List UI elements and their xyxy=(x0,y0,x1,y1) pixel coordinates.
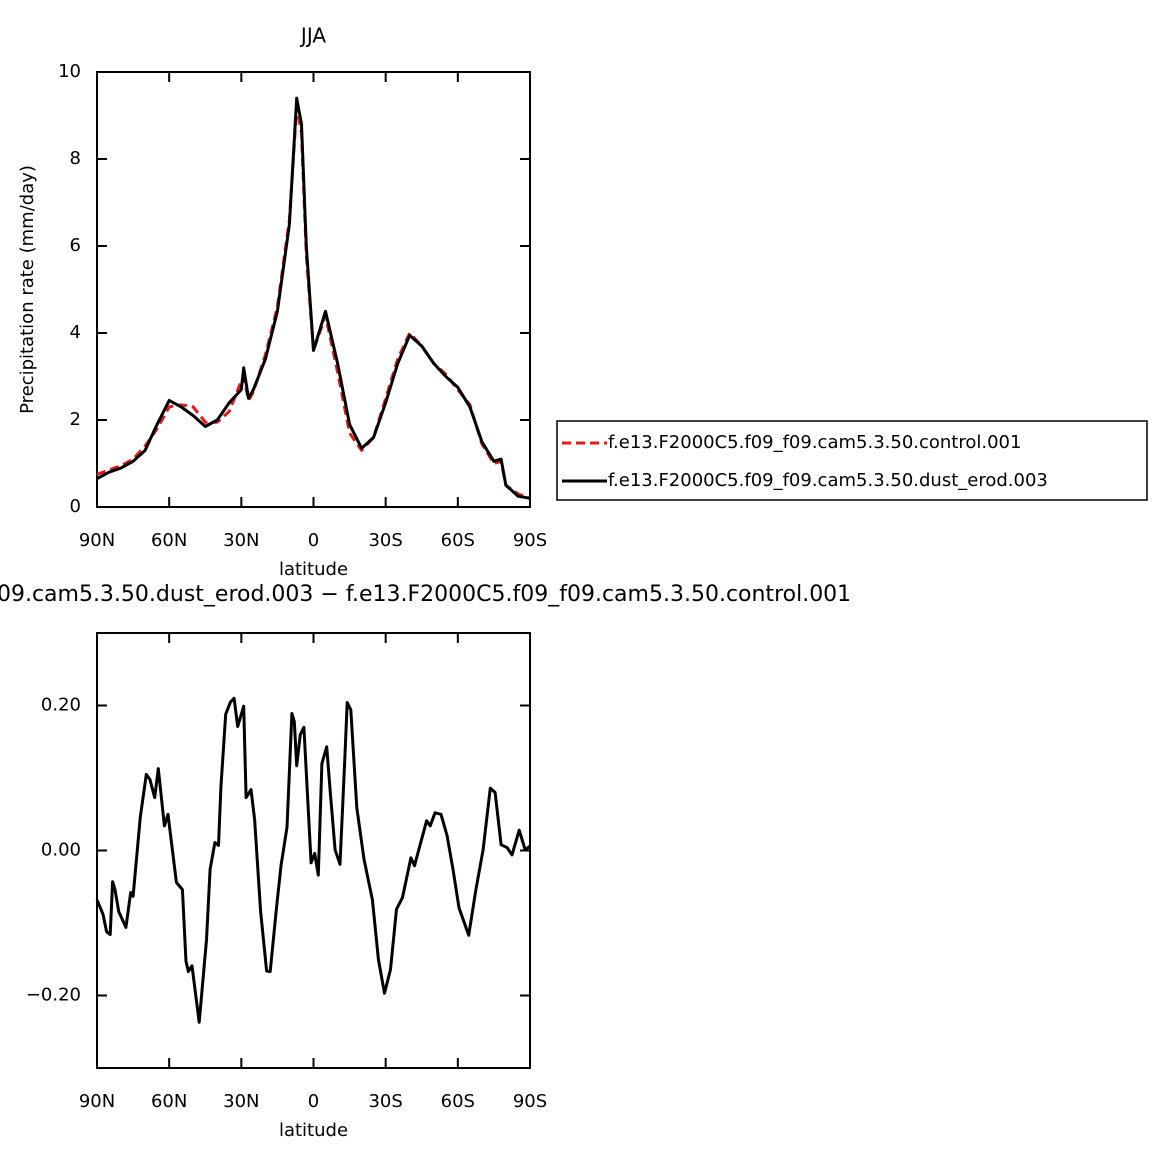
y-tick-label: −0.20 xyxy=(26,985,81,1006)
data-line xyxy=(96,105,531,500)
y-tick-label: 0.20 xyxy=(41,695,81,716)
x-tick-label: 30N xyxy=(223,530,259,551)
y-tick-label: 8 xyxy=(70,148,81,169)
x-axis-label: latitude xyxy=(279,559,348,580)
legend-box xyxy=(556,420,1148,501)
y-tick-label: 2 xyxy=(70,409,81,430)
x-tick-label: 60N xyxy=(151,530,187,551)
x-tick-label: 0 xyxy=(308,1091,319,1112)
x-tick-label: 60S xyxy=(441,1091,475,1112)
y-axis-label: Precipitation rate (mm/day) xyxy=(17,165,38,414)
x-tick-label: 30S xyxy=(368,530,402,551)
y-tick-label: 6 xyxy=(70,235,81,256)
x-tick-label: 90S xyxy=(513,1091,547,1112)
chart-title: f.e13.F2000C5.f09_f09.cam5.3.50.dust_ero… xyxy=(0,582,851,607)
legend-label: f.e13.F2000C5.f09_f09.cam5.3.50.control.… xyxy=(608,432,1021,453)
x-tick-label: 90N xyxy=(79,1091,115,1112)
y-tick-label: 10 xyxy=(58,61,81,82)
y-tick-label: 4 xyxy=(70,322,81,343)
data-line xyxy=(96,96,531,500)
data-line xyxy=(95,696,531,1024)
y-tick-label: 0 xyxy=(70,496,81,517)
plot-frame xyxy=(96,632,531,1069)
x-tick-label: 30S xyxy=(368,1091,402,1112)
chart-title: JJA xyxy=(299,24,326,48)
y-tick-label: 0.00 xyxy=(41,840,81,861)
x-tick-label: 0 xyxy=(308,530,319,551)
x-axis-label: latitude xyxy=(279,1120,348,1141)
legend-label: f.e13.F2000C5.f09_f09.cam5.3.50.dust_ero… xyxy=(608,470,1048,491)
x-tick-label: 90S xyxy=(513,530,547,551)
x-tick-label: 60S xyxy=(441,530,475,551)
x-tick-label: 90N xyxy=(79,530,115,551)
plot-frame xyxy=(96,71,531,508)
x-tick-label: 60N xyxy=(151,1091,187,1112)
x-tick-label: 30N xyxy=(223,1091,259,1112)
